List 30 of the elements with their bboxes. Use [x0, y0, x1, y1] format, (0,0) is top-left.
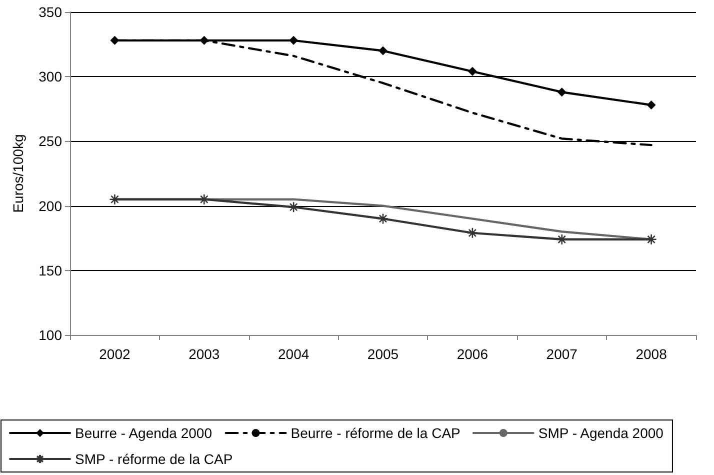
point [378, 46, 388, 56]
point [109, 194, 120, 205]
legend-label: Beurre - Agenda 2000 [75, 425, 212, 441]
y-tick-label: 100 [38, 327, 62, 343]
point [468, 66, 477, 76]
point [377, 213, 389, 224]
point [646, 100, 656, 110]
point [110, 36, 120, 45]
point [466, 227, 478, 239]
y-axis-title: Euros/100kg [10, 134, 26, 213]
x-tick-label: 2006 [456, 346, 488, 362]
point [200, 36, 209, 45]
x-tick-label: 2002 [99, 346, 130, 362]
y-tick-label: 150 [38, 262, 62, 278]
point [646, 234, 657, 246]
point [289, 36, 298, 45]
y-tick-label: 350 [38, 4, 62, 20]
x-tick-label: 2004 [278, 346, 310, 362]
y-tick-label: 250 [38, 133, 62, 150]
y-tick-label: 300 [38, 68, 62, 85]
point [557, 88, 566, 97]
x-tick-label: 2007 [546, 346, 578, 362]
x-tick-label: 2008 [636, 346, 668, 362]
legend-label: SMP - Agenda 2000 [538, 425, 664, 441]
legend-label: SMP - réforme de la CAP [75, 451, 233, 467]
y-tick-label: 200 [38, 198, 62, 214]
x-tick-label: 2005 [367, 346, 399, 362]
legend-label: Beurre - réforme de la CAP [290, 425, 460, 441]
x-tick-label: 2003 [188, 346, 220, 362]
point [288, 201, 300, 213]
